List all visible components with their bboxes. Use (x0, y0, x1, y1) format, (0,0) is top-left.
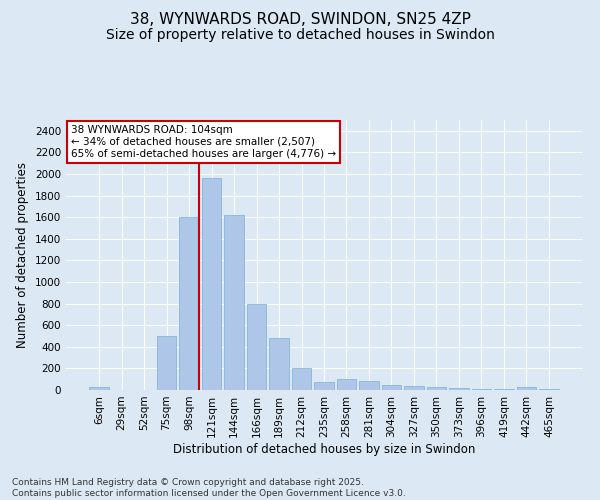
Bar (224, 215, 244, 390)
Bar (337, 379, 356, 390)
Bar (382, 384, 401, 390)
Bar (89, 387, 109, 390)
X-axis label: Distribution of detached houses by size in Swindon: Distribution of detached houses by size … (173, 442, 475, 456)
Bar (472, 389, 491, 390)
Bar (449, 388, 469, 390)
Bar (157, 336, 176, 390)
Y-axis label: Number of detached properties: Number of detached properties (16, 162, 29, 348)
Bar (202, 178, 221, 390)
Text: 38, WYNWARDS ROAD, SWINDON, SN25 4ZP: 38, WYNWARDS ROAD, SWINDON, SN25 4ZP (130, 12, 470, 28)
Bar (269, 338, 289, 390)
Bar (359, 382, 379, 390)
Bar (247, 304, 266, 390)
Bar (427, 387, 446, 390)
Text: Contains HM Land Registry data © Crown copyright and database right 2025.
Contai: Contains HM Land Registry data © Crown c… (12, 478, 406, 498)
Bar (404, 386, 424, 390)
Bar (179, 217, 199, 390)
Bar (292, 368, 311, 390)
Bar (517, 387, 536, 390)
Bar (314, 382, 334, 390)
Text: Size of property relative to detached houses in Swindon: Size of property relative to detached ho… (106, 28, 494, 42)
Text: 38 WYNWARDS ROAD: 104sqm
← 34% of detached houses are smaller (2,507)
65% of sem: 38 WYNWARDS ROAD: 104sqm ← 34% of detach… (71, 126, 336, 158)
